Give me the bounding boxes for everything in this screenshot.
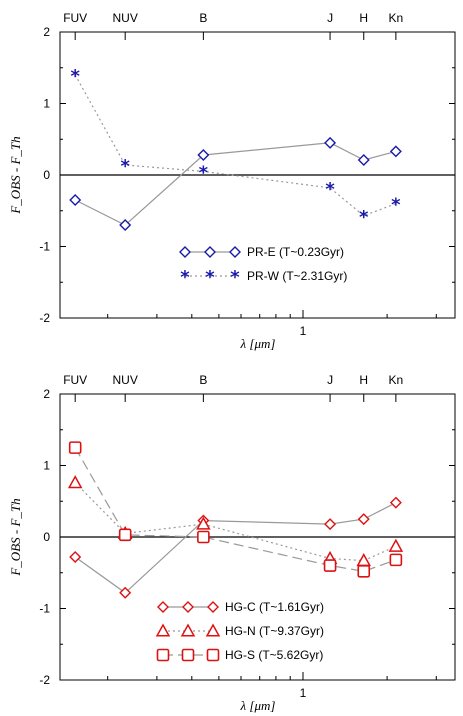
marker-square (156, 648, 170, 662)
marker-triangle (205, 623, 221, 637)
marker-diamond (157, 601, 169, 613)
marker-diamond (389, 145, 402, 158)
x-tick-label: 1 (300, 686, 307, 700)
y-tick-label: -2 (39, 311, 50, 325)
band-label: H (359, 11, 368, 25)
marker-star: * (199, 162, 209, 183)
y-axis-label: F_OBS - F_Th (8, 136, 23, 214)
marker-triangle (155, 623, 171, 637)
y-tick-label: -2 (39, 673, 50, 687)
marker-star: * (230, 267, 240, 288)
band-label: B (199, 373, 207, 387)
marker-square (357, 565, 371, 578)
marker-diamond (324, 518, 337, 531)
band-label: NUV (113, 373, 138, 387)
marker-diamond (207, 601, 219, 613)
marker-square (118, 528, 132, 542)
marker-star: * (205, 267, 215, 288)
marker-diamond (119, 219, 132, 232)
marker-star: * (325, 179, 335, 200)
panel-top: FUV NUV B J H Kn 2 1 0 -1 -2 1 * * * * * * PR-E (T~0.2… (8, 11, 456, 351)
marker-square (389, 553, 403, 567)
band-label: Kn (389, 373, 404, 387)
marker-square (68, 441, 82, 454)
marker-triangle (196, 516, 211, 530)
marker-diamond (357, 513, 370, 526)
marker-diamond (229, 246, 241, 258)
series-line (74, 142, 397, 226)
panel-bottom: FUV NUV B J H Kn 2 1 0 -1 -2 1 HG-C (T~1.61Gyr) HG… (8, 373, 456, 713)
legend-label: HG-N (T~9.37Gyr) (225, 624, 324, 638)
marker-square (206, 648, 220, 662)
band-label: B (199, 11, 207, 25)
marker-diamond (389, 496, 402, 509)
marker-diamond (119, 586, 132, 599)
marker-diamond (179, 246, 191, 258)
band-label: H (359, 373, 368, 387)
x-axis-label: λ [μm] (240, 698, 276, 713)
marker-diamond (197, 148, 210, 161)
y-tick-label: 1 (43, 97, 50, 111)
marker-diamond (182, 601, 194, 613)
band-label: FUV (63, 11, 87, 25)
y-tick-label: 0 (43, 168, 50, 182)
legend-label: PR-W (T~2.31Gyr) (247, 269, 347, 283)
y-tick-label: 1 (43, 459, 50, 473)
legend-label: HG-S (T~5.62Gyr) (225, 648, 323, 662)
y-tick-label: 0 (43, 530, 50, 544)
marker-triangle (67, 475, 83, 489)
band-label: FUV (63, 373, 87, 387)
marker-star: * (391, 195, 401, 216)
x-tick-label: 1 (300, 324, 307, 338)
legend-label: PR-E (T~0.23Gyr) (247, 245, 344, 259)
band-label: J (327, 11, 333, 25)
marker-diamond (357, 153, 370, 166)
series-line (74, 74, 397, 217)
marker-diamond (69, 194, 82, 207)
band-label: J (327, 373, 333, 387)
y-tick-label: -1 (39, 240, 50, 254)
x-axis-label: λ [μm] (240, 336, 276, 351)
marker-square (181, 648, 195, 662)
marker-star: * (180, 267, 190, 288)
marker-triangle (388, 538, 404, 552)
marker-square (197, 530, 210, 544)
y-tick-label: 2 (43, 25, 50, 39)
legend-label: HG-C (T~1.61Gyr) (225, 600, 324, 614)
marker-triangle (180, 623, 196, 637)
series-line (74, 447, 397, 572)
series-line (74, 502, 397, 594)
y-tick-label: -1 (39, 602, 50, 616)
marker-diamond (324, 136, 337, 149)
y-axis-label: F_OBS - F_Th (8, 498, 23, 576)
marker-star: * (359, 207, 369, 228)
y-tick-label: 2 (43, 387, 50, 401)
marker-diamond (204, 246, 216, 258)
marker-star: * (120, 156, 130, 177)
marker-square (323, 559, 337, 572)
marker-diamond (69, 551, 82, 564)
marker-star: * (70, 66, 80, 87)
band-label: NUV (113, 11, 138, 25)
series-line (74, 482, 397, 562)
band-label: Kn (389, 11, 404, 25)
